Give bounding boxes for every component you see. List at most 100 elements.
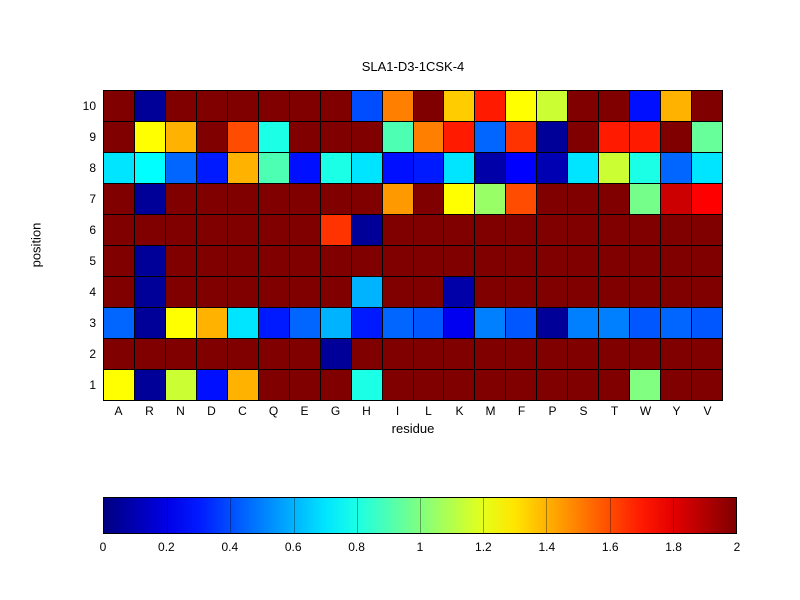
colorbar-tick-mark [167,498,169,533]
heatmap-cell [630,122,661,152]
heatmap-cell [320,370,351,400]
heatmap-cell [289,122,320,152]
heatmap-cell [475,122,506,152]
heatmap-cell [196,339,227,369]
heatmap-cell [320,277,351,307]
heatmap-cell [258,308,289,338]
heatmap-cell [289,339,320,369]
heatmap-cell [475,184,506,214]
heatmap-cell [568,215,599,245]
heatmap-cell [661,91,692,121]
heatmap-cell [104,215,134,245]
heatmap-grid [103,90,723,401]
heatmap-cell [661,184,692,214]
heatmap-cell [134,277,165,307]
x-axis-tick-label: K [455,404,464,418]
heatmap-cell [444,184,475,214]
heatmap-cell [506,91,537,121]
heatmap-cell [134,91,165,121]
heatmap-cell [227,246,258,276]
heatmap-cell [289,184,320,214]
heatmap-cell [692,184,722,214]
heatmap-cell [537,91,568,121]
heatmap-cell [134,153,165,183]
heatmap-cell [165,91,196,121]
heatmap-cell [258,277,289,307]
heatmap-cell [104,153,134,183]
x-axis-tick-label: D [207,404,216,418]
heatmap-cell [537,122,568,152]
heatmap-cell [692,215,722,245]
y-axis-tick-label: 9 [89,129,96,144]
heatmap-cell [537,370,568,400]
x-axis-tick-label: N [176,404,185,418]
colorbar-tick-label: 1.8 [665,540,682,554]
heatmap-cell [104,339,134,369]
colorbar [103,497,737,534]
heatmap-cell [537,215,568,245]
heatmap-cell [444,215,475,245]
heatmap-cell [351,277,382,307]
heatmap-cell [196,215,227,245]
heatmap-cell [413,370,444,400]
heatmap-cell [134,215,165,245]
heatmap-cell [444,91,475,121]
x-axis-tick-label: R [145,404,154,418]
heatmap-cell [104,184,134,214]
heatmap-cell [630,91,661,121]
heatmap-cell [630,277,661,307]
heatmap-cell [599,91,630,121]
heatmap-cell [692,122,722,152]
heatmap-cell [537,246,568,276]
heatmap-cell [506,122,537,152]
x-axis-tick-label: A [114,404,123,418]
x-axis-tick-label: P [548,404,557,418]
heatmap-cell [692,308,722,338]
heatmap-cell [289,370,320,400]
colorbar-gradient [104,498,736,533]
heatmap-cell [506,308,537,338]
heatmap-cell [444,277,475,307]
heatmap-cell [568,184,599,214]
heatmap-cell [444,339,475,369]
x-axis-tick-label: C [238,404,247,418]
heatmap-cell [382,246,413,276]
y-axis-tick-label: 8 [89,160,96,175]
heatmap-cell [630,246,661,276]
heatmap-cell [258,184,289,214]
heatmap-cell [351,308,382,338]
heatmap-cell [196,308,227,338]
heatmap-cell [134,122,165,152]
heatmap-cell [382,122,413,152]
heatmap-cell [413,246,444,276]
heatmap-cell [227,339,258,369]
heatmap-cell [413,91,444,121]
heatmap-cell [630,184,661,214]
heatmap-cell [413,308,444,338]
y-axis-tick-label: 4 [89,285,96,300]
heatmap-cell [165,246,196,276]
x-axis-tick-label: W [639,404,652,418]
heatmap-cell [568,246,599,276]
colorbar-tick-label: 1 [416,540,424,554]
heatmap-cell [413,153,444,183]
heatmap-cell [289,153,320,183]
heatmap-cell [568,308,599,338]
chart-title: SLA1-D3-1CSK-4 [361,59,465,74]
heatmap-cell [196,184,227,214]
heatmap-cell [320,153,351,183]
heatmap-cell [537,339,568,369]
heatmap-cell [320,215,351,245]
x-axis-tick-label: M [485,404,496,418]
heatmap-cell [506,215,537,245]
heatmap-cell [227,308,258,338]
heatmap-cell [599,370,630,400]
heatmap-cell [599,153,630,183]
heatmap-cell [289,91,320,121]
heatmap-cell [413,215,444,245]
heatmap-cell [104,370,134,400]
heatmap-cell [165,215,196,245]
heatmap-cell [537,184,568,214]
heatmap-cell [196,277,227,307]
